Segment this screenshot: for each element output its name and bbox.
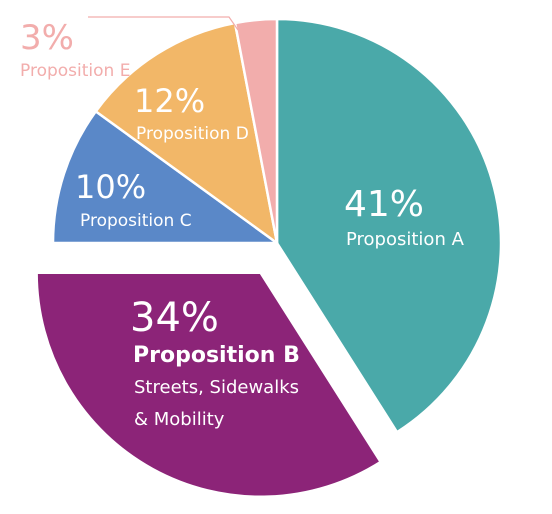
slice-b-name-label: Proposition B [133,343,300,368]
slice-e [233,17,279,245]
slice-c-name-label: Proposition C [80,211,192,231]
pie-slices [35,17,503,499]
slice-b-desc-line-2: & Mobility [134,409,225,430]
slice-a-pct-label: 41% [344,184,424,225]
slice-a [275,17,503,434]
slice-e-name-label: Proposition E [20,61,130,81]
pie-labels: 41% Proposition A 34% Proposition B Stre… [20,16,465,430]
slice-e-leader-line [88,16,239,31]
slice-d-name-label: Proposition D [136,124,249,144]
slice-b-pct-label: 34% [130,295,219,341]
slice-d-pct-label: 12% [134,82,205,120]
slice-d [94,21,279,245]
slice-c [51,110,279,245]
slice-b [35,271,382,499]
slice-a-name-label: Proposition A [346,229,465,250]
slice-c-pct-label: 10% [75,168,146,206]
slice-b-desc-line-1: Streets, Sidewalks [134,377,299,398]
slice-e-pct-label: 3% [20,18,74,58]
